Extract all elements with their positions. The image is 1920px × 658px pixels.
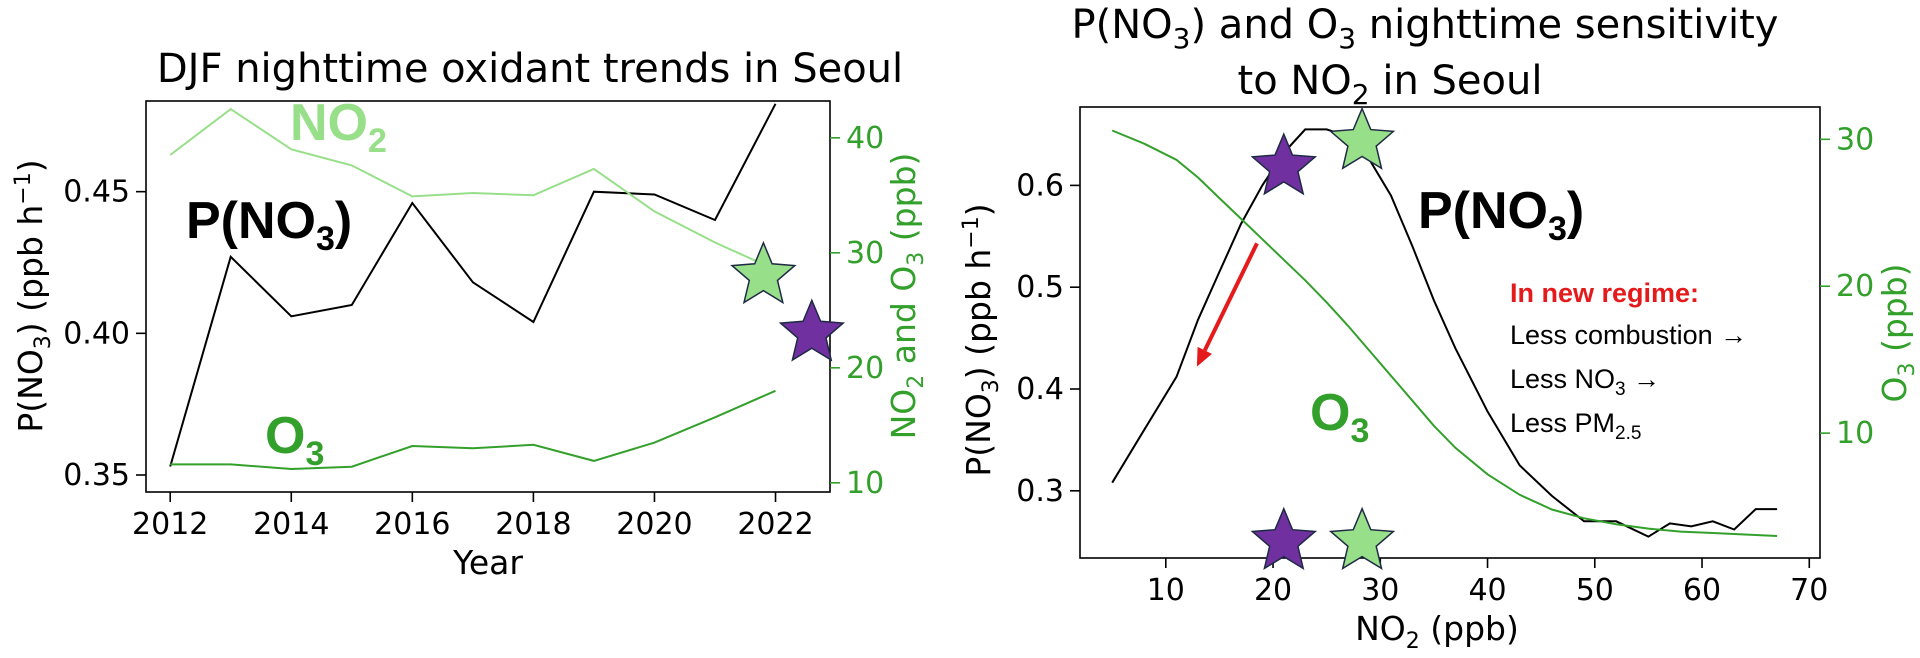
y-right-axis-ticks-right: 10 20 30 <box>1820 122 1874 451</box>
stars-left <box>730 240 846 362</box>
y-axis-label-right: P(NO3) (ppb h−1) <box>959 203 1004 476</box>
y-tick-label: 0.3 <box>1016 474 1064 509</box>
arrow-shaft <box>1202 242 1259 352</box>
star-marker <box>1250 506 1318 570</box>
y-right-tick-label: 20 <box>846 351 884 386</box>
label-no2-left: NO2 <box>290 94 387 160</box>
y-tick-label: 0.35 <box>63 458 130 493</box>
y-right-tick-label: 10 <box>1836 416 1874 451</box>
y-right-tick-label: 10 <box>846 466 884 501</box>
label-o3-left: O3 <box>265 407 324 473</box>
x-tick-label: 30 <box>1361 573 1399 608</box>
y-right-tick-label: 30 <box>1836 122 1874 157</box>
x-tick-label: 40 <box>1468 573 1506 608</box>
star-marker <box>1250 132 1318 196</box>
x-tick-label: 2018 <box>495 507 571 542</box>
label-pno3-right: P(NO3) <box>1418 182 1584 248</box>
annotation-line3: Less PM2.5 <box>1510 408 1641 444</box>
annotation-line1: Less combustion → <box>1510 320 1747 350</box>
y-tick-label: 0.4 <box>1016 372 1064 407</box>
x-tick-label: 60 <box>1683 573 1721 608</box>
y-right-tick-label: 30 <box>846 236 884 271</box>
label-o3-right: O3 <box>1310 384 1369 450</box>
x-tick-label: 10 <box>1147 573 1185 608</box>
star-marker <box>730 240 797 305</box>
series-line-2 <box>169 107 764 266</box>
y-right-axis-label-right: O3 (ppb) <box>1875 263 1920 402</box>
y-right-tick-label: 40 <box>846 121 884 156</box>
chart-title-right-line1: P(NO3) and O3 nighttime sensitivity <box>1072 2 1779 55</box>
plot-frame-left <box>145 100 831 493</box>
y-right-axis-ticks-left: 10 20 30 40 <box>830 121 884 501</box>
series-line-1 <box>169 103 777 467</box>
plot-frame-right <box>1079 106 1821 559</box>
arrow-head <box>1196 346 1212 367</box>
x-axis-label-right: NO2 (ppb) <box>1355 609 1519 654</box>
annotation-heading: In new regime: <box>1510 278 1699 308</box>
y-right-tick-label: 20 <box>1836 269 1874 304</box>
x-tick-label: 2012 <box>132 507 208 542</box>
plot-area-left <box>169 103 777 471</box>
x-tick-label: 50 <box>1576 573 1614 608</box>
chart-title-right-line2: to NO2 in Seoul <box>1238 58 1543 111</box>
star-marker <box>1328 506 1396 570</box>
y-axis-ticks-right: 0.3 0.4 0.5 0.6 <box>1016 168 1080 509</box>
y-right-axis-label-left: NO2 and O3 (ppb) <box>884 153 929 440</box>
panel-right-chart: P(NO3) and O3 nighttime sensitivity to N… <box>959 2 1920 654</box>
star-marker <box>778 298 846 362</box>
y-axis-label-left: P(NO3) (ppb h−1) <box>11 159 56 432</box>
plot-area-right <box>1111 128 1778 538</box>
x-axis-label-left: Year <box>452 543 523 582</box>
series-line-3 <box>170 389 776 471</box>
label-pno3-left: P(NO3) <box>186 192 352 258</box>
x-axis-ticks-right: 10 20 30 40 50 60 70 <box>1147 558 1828 608</box>
x-tick-label: 2020 <box>616 507 692 542</box>
y-axis-ticks-left: 0.35 0.40 0.45 <box>63 175 146 493</box>
x-tick-label: 2016 <box>374 507 450 542</box>
x-axis-ticks-left: 2012 2014 2016 2018 2020 2022 <box>132 492 814 542</box>
red-arrow <box>1196 242 1259 367</box>
x-tick-label: 70 <box>1790 573 1828 608</box>
annotation-line2: Less NO3 → <box>1510 364 1660 400</box>
x-tick-label: 2014 <box>253 507 329 542</box>
series-line-1 <box>1111 128 1778 538</box>
y-tick-label: 0.5 <box>1016 270 1064 305</box>
x-tick-label: 20 <box>1254 573 1292 608</box>
stars-right <box>1250 106 1396 570</box>
star-marker <box>1328 106 1396 170</box>
y-tick-label: 0.45 <box>63 175 130 210</box>
chart-title-left: DJF nighttime oxidant trends in Seoul <box>157 46 903 92</box>
y-tick-label: 0.6 <box>1016 168 1064 203</box>
y-tick-label: 0.40 <box>63 316 130 351</box>
series-line-2 <box>1111 129 1778 537</box>
x-tick-label: 2022 <box>737 507 813 542</box>
panel-left-chart: DJF nighttime oxidant trends in Seoul 20… <box>11 46 929 582</box>
